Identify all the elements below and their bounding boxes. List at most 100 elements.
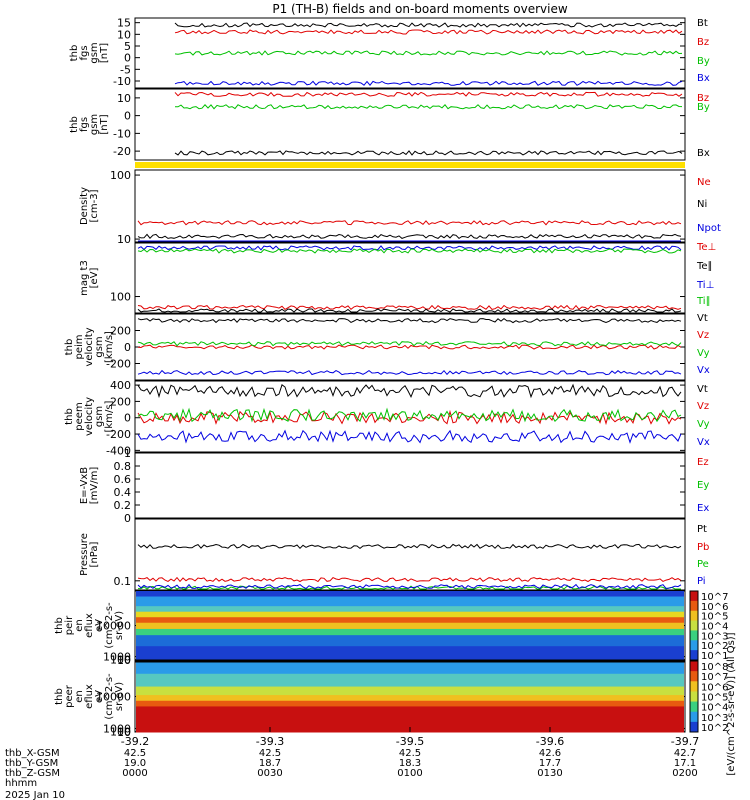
y-tick-label: 0.1 — [114, 575, 132, 588]
series-line-Vt — [137, 317, 682, 324]
y-axis-label: (cm^2-s- — [104, 602, 115, 649]
y-axis-label: thb — [69, 45, 80, 62]
y-tick-label: 0.4 — [114, 486, 132, 499]
series-line-Bz — [174, 91, 683, 97]
mode-bar — [135, 162, 685, 168]
colorbar-bottom: 10^810^710^610^510^410^310^2 — [689, 660, 728, 734]
series-line-Bx — [174, 80, 683, 87]
y-axis-label: [mV/m] — [89, 467, 100, 505]
y-tick-label: 100 — [110, 169, 131, 182]
spectrogram-band — [136, 635, 684, 647]
y-axis-label: thb — [54, 617, 65, 634]
y-axis-label: velocity — [84, 397, 95, 436]
legend-entry: Vz — [697, 401, 709, 412]
spectrogram-band — [136, 596, 684, 607]
y-axis-label: [km/s] — [104, 400, 115, 432]
y-tick-label: 0.8 — [114, 460, 132, 473]
legend-entry: Npot — [697, 223, 721, 234]
legend-entry: By — [697, 56, 710, 67]
legend-entry: Vx — [697, 437, 710, 448]
y-axis-label: [eV] — [89, 268, 100, 289]
x-row-value: 0000 — [122, 768, 147, 779]
legend-entry: Te∥ — [696, 261, 713, 272]
colorbar-tick-label: 10^1 — [701, 651, 728, 662]
x-row-value: 18.3 — [399, 758, 421, 769]
spectrogram-band — [136, 617, 684, 624]
y-tick-label: -20 — [113, 145, 131, 158]
colorbar-swatch — [690, 650, 698, 661]
colorbar-swatch — [690, 681, 698, 692]
y-axis-label: peir — [64, 615, 75, 635]
y-tick-label: 0 — [124, 341, 131, 354]
y-axis-label: (cm^2-s- — [104, 673, 115, 720]
x-axis-block: -39.2 -39.3 -39.5 -39.6 -39.7 thb_X-GSM 42.5 42… — [5, 727, 699, 800]
y-tick-label: 10 — [117, 92, 131, 105]
series-line-Bz — [174, 29, 683, 35]
y-tick-label: 1 — [124, 447, 131, 460]
y-axis-label: [cm-3] — [89, 189, 100, 222]
y-tick-label: 0.2 — [114, 499, 132, 512]
colorbar-tick-label: 10^3 — [701, 631, 728, 642]
y-axis-label: [nT] — [99, 114, 110, 134]
colorbar-swatch — [690, 620, 698, 631]
panel-p6: thb peem velocity gsm [km/s] 400 200 0 -200 -400 V… — [64, 379, 710, 457]
legend-entry: Bx — [697, 148, 710, 159]
legend-entry: Pi — [697, 576, 706, 587]
legend-entry: Vx — [697, 365, 710, 376]
x-tick-label: -39.5 — [396, 735, 424, 748]
spectrogram-band — [136, 591, 684, 598]
x-row-label: thb_X-GSM — [5, 748, 60, 759]
colorbar-tick-label: 10^5 — [701, 612, 728, 623]
series-line-Vx — [137, 369, 682, 376]
y-tick-label: 1000 — [103, 651, 131, 664]
y-axis-label: peem — [74, 402, 85, 430]
legend-entry: Te⊥ — [696, 242, 716, 253]
legend-entry: By — [697, 102, 710, 113]
panel-p9: thb peir en eflux eV (cm^2-s-sr-eV)10000 10001… — [54, 590, 686, 667]
legend-entry: Bz — [697, 37, 709, 48]
spectrogram-band — [136, 622, 684, 630]
legend-entry: Ti∥ — [696, 296, 711, 307]
legend-entry: Vy — [697, 348, 710, 359]
y-axis-label: eV — [94, 619, 105, 632]
colorbar-tick-label: 10^2 — [701, 723, 728, 734]
legend-entry: Ne — [697, 177, 711, 188]
y-tick-label: 10000 — [96, 691, 131, 704]
panel-frame — [134, 518, 686, 591]
panel-frame — [134, 169, 686, 243]
x-tick-label: -39.3 — [256, 735, 284, 748]
x-row-value: 0200 — [672, 768, 697, 779]
spectrogram-band — [136, 646, 684, 661]
x-row-value: 42.5 — [259, 748, 281, 759]
y-tick-label: 10 — [117, 654, 131, 667]
legend-entry: Bx — [697, 73, 710, 84]
panel-p4: mag t3 [eV] 100 Te⊥ Te∥ Ti⊥ Ti∥ — [79, 242, 716, 314]
y-tick-label: -200 — [106, 428, 131, 441]
y-tick-label: 10 — [117, 726, 131, 739]
y-tick-label: 15 — [117, 17, 131, 30]
series-line-Bt — [174, 22, 682, 28]
series-line-Pt — [137, 543, 682, 550]
y-axis-label: [nPa] — [89, 541, 100, 567]
y-tick-label: -10 — [113, 75, 131, 88]
panel-p3: Density [cm-3] 100 10 Ne Ni Npot — [79, 169, 721, 246]
colorbar-tick-label: 10^5 — [701, 693, 728, 704]
series-line-Ti⊥ — [137, 245, 682, 251]
colorbar-swatch — [690, 630, 698, 641]
legend-entry: Vy — [697, 419, 710, 430]
y-axis-label: mag t3 — [79, 260, 90, 296]
y-tick-label: 100 — [110, 654, 131, 667]
x-row-value: 17.7 — [539, 758, 561, 769]
x-tick-label: -39.6 — [536, 735, 564, 748]
colorbar-tick-label: 10^6 — [701, 602, 728, 613]
colorbar-tick-label: 10^3 — [701, 713, 728, 724]
spectrogram-band — [136, 673, 684, 688]
y-tick-label: 10000 — [96, 620, 131, 633]
panel-frame — [134, 452, 686, 519]
y-axis-label: peer — [64, 684, 75, 708]
x-row-value: 19.0 — [124, 758, 146, 769]
y-tick-label: 0 — [124, 52, 131, 65]
y-axis-label: thb — [54, 688, 65, 705]
